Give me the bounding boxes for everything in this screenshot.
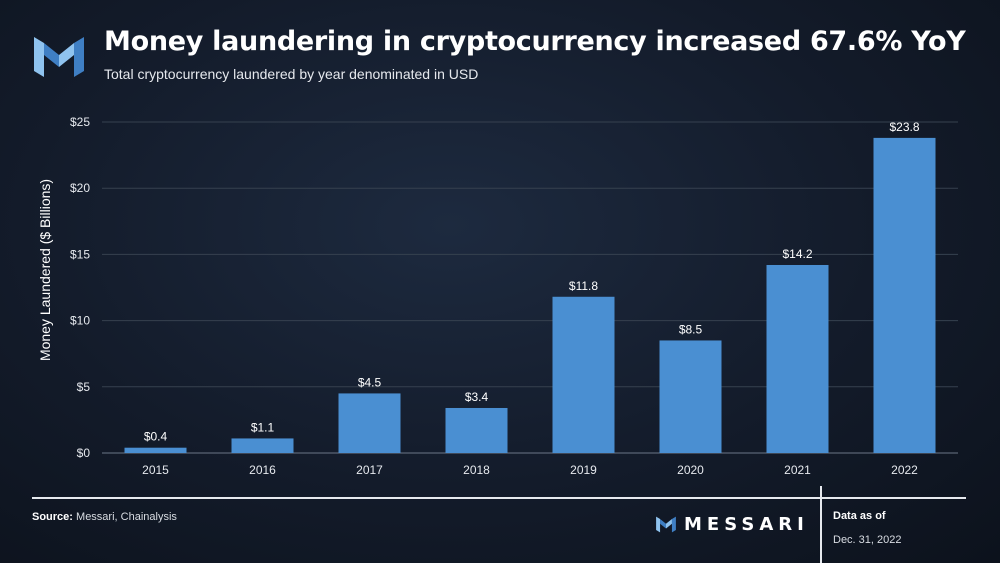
data-as-of-date: Dec. 31, 2022 — [833, 534, 902, 546]
x-tick-label-2022: 2022 — [891, 463, 918, 477]
bar-2015 — [124, 447, 187, 453]
y-tick-label: $0 — [77, 446, 91, 460]
data-labels: $0.4 $1.1 $4.5 $3.4 $11.8 $8.5 $14.2 $23.8 — [144, 120, 920, 444]
messari-small-logo-icon — [656, 516, 676, 533]
x-axis-ticks: 2015 2016 2017 2018 2019 2020 2021 2022 — [142, 463, 918, 477]
data-label-2019: $11.8 — [569, 279, 598, 293]
brand-mark: MESSARI — [656, 514, 809, 535]
data-label-2016: $1.1 — [251, 420, 275, 434]
data-label-2022: $23.8 — [889, 120, 919, 134]
source-text: Messari, Chainalysis — [72, 511, 177, 523]
bar-2021 — [766, 264, 829, 453]
x-tick-label-2018: 2018 — [463, 463, 490, 477]
bar-2018 — [445, 407, 508, 453]
messari-logo-icon — [34, 37, 84, 77]
x-tick-label-2019: 2019 — [570, 463, 597, 477]
bars — [124, 137, 936, 453]
chart-subtitle: Total cryptocurrency laundered by year d… — [104, 66, 479, 82]
y-tick-label: $20 — [70, 181, 90, 195]
data-label-2020: $8.5 — [679, 322, 703, 336]
footer-divider — [820, 486, 822, 563]
y-axis-label: Money Laundered ($ Billions) — [37, 179, 53, 361]
bar-2019 — [552, 296, 615, 453]
data-label-2015: $0.4 — [144, 430, 168, 444]
x-tick-label-2015: 2015 — [142, 463, 169, 477]
y-axis-ticks: $0 $5 $10 $15 $20 $25 — [70, 115, 90, 460]
bar-2020 — [659, 340, 722, 453]
data-as-of-label: Data as of — [833, 510, 886, 522]
data-label-2017: $4.5 — [358, 375, 382, 389]
source-note: Source: Messari, Chainalysis — [32, 511, 177, 523]
brand-wordmark: MESSARI — [684, 514, 809, 535]
bar-2016 — [231, 438, 294, 453]
x-tick-label-2016: 2016 — [249, 463, 276, 477]
chart-title: Money laundering in cryptocurrency incre… — [104, 26, 966, 57]
source-label: Source: — [32, 511, 73, 523]
x-tick-label-2021: 2021 — [784, 463, 811, 477]
y-tick-label: $5 — [77, 380, 91, 394]
bar-2017 — [338, 393, 401, 453]
x-tick-label-2017: 2017 — [356, 463, 383, 477]
footer-rule — [32, 497, 966, 499]
bar-2022 — [873, 137, 936, 453]
y-tick-label: $10 — [70, 314, 90, 328]
x-tick-label-2020: 2020 — [677, 463, 704, 477]
y-tick-label: $15 — [70, 247, 90, 261]
data-label-2021: $14.2 — [782, 247, 812, 261]
data-label-2018: $3.4 — [465, 390, 489, 404]
gridlines — [102, 121, 958, 454]
y-tick-label: $25 — [70, 115, 90, 129]
